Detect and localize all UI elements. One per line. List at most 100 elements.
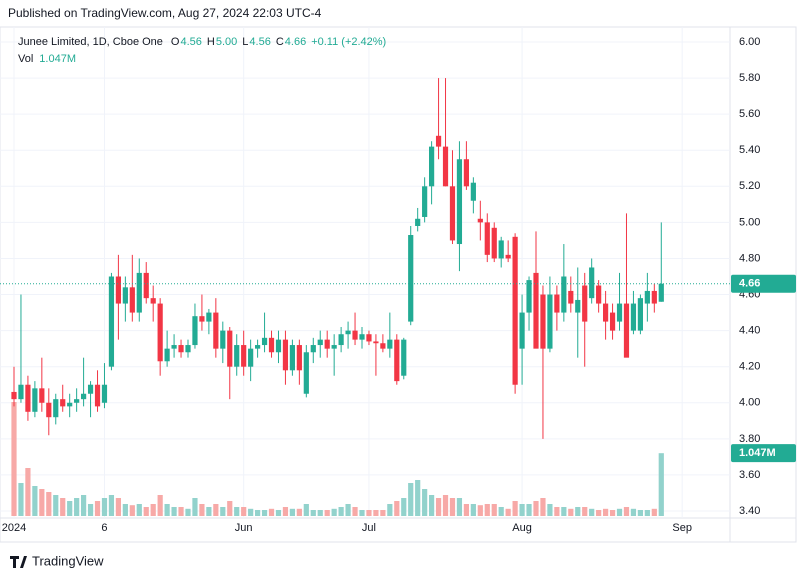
- footer-brand: TradingView: [32, 553, 104, 568]
- candle-body: [658, 283, 664, 302]
- candle-body: [456, 159, 463, 245]
- volume-bar: [498, 507, 504, 516]
- volume-bar: [603, 508, 609, 516]
- volume-bar: [129, 505, 135, 516]
- volume-legend-value: 1.047M: [39, 53, 76, 65]
- volume-bar: [199, 504, 205, 516]
- candle-body: [373, 341, 379, 344]
- volume-bar: [60, 498, 66, 516]
- volume-bar: [519, 504, 525, 516]
- volume-bar: [164, 504, 170, 516]
- volume-bar: [275, 510, 282, 516]
- candle-body: [199, 316, 205, 322]
- candle-body: [401, 339, 407, 376]
- volume-bar: [589, 508, 595, 516]
- candle-body: [227, 330, 233, 367]
- candle-body: [268, 337, 275, 353]
- volume-bar: [241, 507, 247, 516]
- legend-title: Junee Limited, 1D, Cboe One: [18, 36, 163, 48]
- candle-body: [185, 345, 191, 353]
- legend-key: L: [242, 36, 248, 48]
- legend-value: 5.00: [216, 36, 237, 48]
- y-tick-label: 5.80: [739, 72, 760, 84]
- volume-bar: [74, 498, 80, 516]
- candle-body: [178, 345, 184, 353]
- volume-bar: [505, 508, 511, 516]
- volume-bar: [178, 507, 184, 516]
- volume-bar: [289, 508, 295, 516]
- x-tick-label: 6: [101, 522, 107, 534]
- volume-bar: [470, 504, 476, 516]
- y-tick-label: 4.40: [739, 325, 760, 337]
- volume-bar: [303, 504, 309, 516]
- legend-change: +0.11 (+2.42%): [311, 36, 386, 48]
- candle-body: [331, 345, 337, 349]
- candle-body: [18, 384, 24, 400]
- x-tick-label: Jul: [362, 522, 376, 534]
- volume-bar: [81, 495, 87, 516]
- candle-body: [136, 272, 142, 313]
- candle-body: [505, 254, 511, 259]
- candle-layer: [11, 78, 664, 439]
- candle-body: [338, 334, 344, 346]
- candle-body: [46, 402, 52, 418]
- candle-body: [171, 345, 177, 349]
- candle-body: [81, 393, 87, 400]
- volume-bar: [442, 495, 449, 516]
- volume-bar: [185, 508, 191, 516]
- volume-bar: [345, 504, 351, 516]
- candle-body: [324, 339, 330, 349]
- volume-bar: [533, 501, 539, 516]
- candle-body: [310, 345, 316, 353]
- volume-bar: [630, 508, 637, 516]
- candle-body: [596, 285, 602, 304]
- volume-bar: [255, 510, 261, 516]
- candle-body: [115, 276, 121, 304]
- legend-key: C: [276, 36, 284, 48]
- legend-value: 4.56: [180, 36, 201, 48]
- volume-bar: [143, 507, 149, 516]
- volume-bar: [658, 453, 664, 516]
- y-tick-label: 5.00: [739, 216, 760, 228]
- candle-body: [296, 345, 302, 371]
- volume-bar: [87, 504, 94, 516]
- candle-body: [241, 345, 247, 367]
- candle-body: [317, 339, 323, 346]
- candle-body: [512, 236, 518, 385]
- volume-bar: [644, 510, 650, 516]
- candle-body: [248, 348, 254, 367]
- y-tick-label: 5.40: [739, 144, 760, 156]
- volume-bar: [575, 507, 581, 516]
- candle-body: [491, 227, 497, 259]
- candle-body: [568, 290, 574, 304]
- y-tick-label: 3.80: [739, 433, 760, 445]
- volume-bar: [171, 507, 177, 516]
- volume-bar: [651, 508, 657, 516]
- volume-bar: [477, 505, 483, 516]
- candle-body: [60, 399, 66, 407]
- legend-key: H: [207, 36, 215, 48]
- x-tick-label: Jun: [235, 522, 253, 534]
- candle-body: [11, 391, 17, 400]
- volume-tag-box: [731, 444, 796, 463]
- candle-body: [255, 345, 261, 349]
- candle-body: [582, 285, 588, 322]
- volume-bar: [429, 495, 435, 516]
- volume-bar: [18, 483, 24, 516]
- y-tick-label: 4.00: [739, 397, 760, 409]
- volume-layer: [11, 402, 664, 516]
- candle-body: [275, 339, 282, 353]
- volume-bar: [317, 510, 323, 516]
- y-tick-label: 3.60: [739, 469, 760, 481]
- volume-bar: [609, 510, 616, 516]
- volume-tag-label: 1.047M: [739, 447, 776, 459]
- volume-bar: [561, 507, 567, 516]
- volume-bar: [32, 486, 38, 516]
- candle-body: [387, 339, 393, 349]
- volume-bar: [547, 504, 553, 516]
- volume-bar: [540, 498, 546, 516]
- candle-body: [609, 312, 616, 331]
- legend: Junee Limited, 1D, Cboe One O 4.56 H 5.00 L 4.…: [18, 36, 386, 65]
- candle-body: [345, 330, 351, 335]
